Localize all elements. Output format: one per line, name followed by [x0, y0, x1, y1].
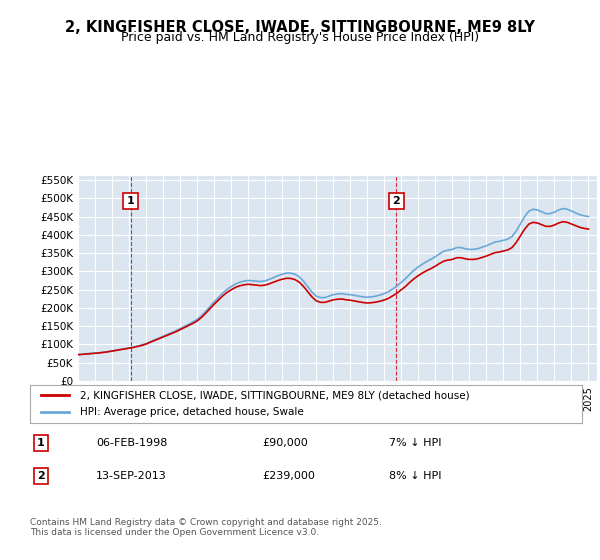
Text: Contains HM Land Registry data © Crown copyright and database right 2025.
This d: Contains HM Land Registry data © Crown c…	[30, 518, 382, 538]
Text: 2: 2	[392, 196, 400, 206]
Text: 7% ↓ HPI: 7% ↓ HPI	[389, 438, 442, 448]
Text: 2, KINGFISHER CLOSE, IWADE, SITTINGBOURNE, ME9 8LY: 2, KINGFISHER CLOSE, IWADE, SITTINGBOURN…	[65, 20, 535, 35]
Text: £90,000: £90,000	[262, 438, 308, 448]
Text: 1: 1	[37, 438, 45, 448]
Text: Price paid vs. HM Land Registry's House Price Index (HPI): Price paid vs. HM Land Registry's House …	[121, 31, 479, 44]
Text: 2, KINGFISHER CLOSE, IWADE, SITTINGBOURNE, ME9 8LY (detached house): 2, KINGFISHER CLOSE, IWADE, SITTINGBOURN…	[80, 390, 469, 400]
Text: HPI: Average price, detached house, Swale: HPI: Average price, detached house, Swal…	[80, 407, 304, 417]
Text: 2: 2	[37, 471, 45, 481]
Text: 8% ↓ HPI: 8% ↓ HPI	[389, 471, 442, 481]
Text: £239,000: £239,000	[262, 471, 315, 481]
Text: 13-SEP-2013: 13-SEP-2013	[96, 471, 167, 481]
Text: 1: 1	[127, 196, 134, 206]
Text: 06-FEB-1998: 06-FEB-1998	[96, 438, 167, 448]
